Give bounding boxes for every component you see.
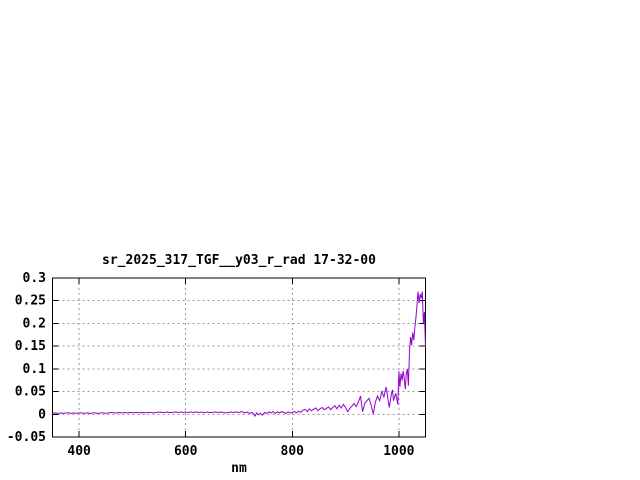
- x-tick-label: 1000: [383, 444, 414, 459]
- y-tick-label: 0: [38, 407, 46, 422]
- y-tick-label: 0.25: [15, 294, 46, 309]
- y-tick-label: 0.1: [23, 362, 47, 377]
- x-axis-label: nm: [231, 461, 247, 476]
- x-tick-labels: 400 600 800 1000: [67, 444, 414, 459]
- gridlines: [52, 278, 426, 437]
- y-tick-label: -0.05: [7, 430, 46, 445]
- y-tick-label: 0.3: [23, 271, 46, 286]
- y-tick-label: 0.15: [15, 339, 46, 354]
- x-tick-label: 800: [281, 444, 305, 459]
- chart-title: sr_2025_317_TGF__y03_r_rad 17-32-00: [102, 253, 376, 268]
- y-tick-label: 0.2: [23, 316, 46, 331]
- plot-border: [52, 277, 426, 438]
- x-tick-label: 600: [174, 444, 198, 459]
- y-tick-label: 0.05: [15, 385, 46, 400]
- series-line: [52, 291, 426, 418]
- y-tick-labels: -0.05 0 0.05 0.1 0.15 0.2 0.25 0.3: [7, 271, 46, 445]
- x-tick-label: 400: [67, 444, 91, 459]
